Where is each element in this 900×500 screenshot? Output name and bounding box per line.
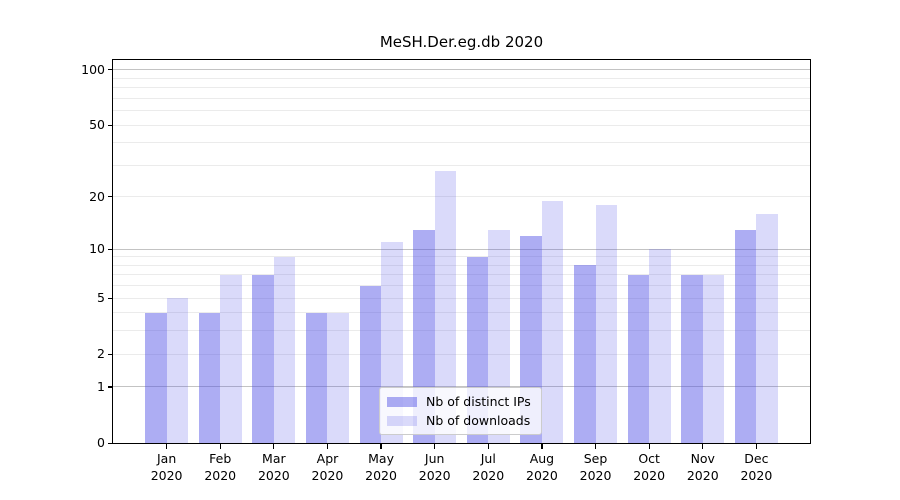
y-tick-1 bbox=[108, 386, 113, 388]
x-tick-label-mar: Mar 2020 bbox=[257, 451, 290, 483]
bar-downloads-mar bbox=[273, 256, 296, 443]
gridline-minor-7 bbox=[113, 274, 810, 276]
x-tick-label-jul: Jul 2020 bbox=[472, 451, 505, 483]
x-tick-apr bbox=[326, 444, 329, 449]
bar-downloads-oct bbox=[649, 249, 671, 443]
x-tick-label-jun: Jun 2020 bbox=[418, 451, 451, 483]
gridline-minor-50 bbox=[113, 124, 810, 126]
x-tick-may bbox=[380, 444, 382, 449]
x-tick-jan bbox=[166, 444, 168, 449]
y-tick-label-2: 2 bbox=[97, 346, 105, 362]
gridline-minor-20 bbox=[113, 196, 810, 198]
x-tick-label-may: May 2020 bbox=[365, 451, 397, 483]
x-tick-sep bbox=[594, 444, 597, 449]
gridline-minor-90 bbox=[113, 77, 810, 79]
gridline-minor-4 bbox=[113, 312, 810, 314]
bar-distinct-ips-jan bbox=[145, 312, 167, 443]
gridline-minor-80 bbox=[113, 87, 810, 89]
y-tick-label-5: 5 bbox=[97, 290, 105, 306]
legend-label-downloads: Nb of downloads bbox=[426, 413, 531, 428]
y-tick-label-50: 50 bbox=[89, 117, 105, 133]
legend-label-distinct-ips: Nb of distinct IPs bbox=[426, 394, 531, 409]
gridline-minor-60 bbox=[113, 110, 810, 112]
y-tick-0 bbox=[108, 442, 113, 444]
bar-distinct-ips-oct bbox=[627, 274, 650, 443]
y-tick-5 bbox=[108, 297, 113, 299]
chart-title: MeSH.Der.eg.db 2020 bbox=[379, 33, 544, 51]
bar-downloads-sep bbox=[595, 204, 618, 443]
x-tick-label-sep: Sep 2020 bbox=[579, 451, 612, 483]
bar-downloads-apr bbox=[327, 312, 349, 443]
x-tick-jul bbox=[487, 444, 489, 449]
bar-distinct-ips-nov bbox=[681, 274, 703, 443]
y-tick-label-100: 100 bbox=[81, 61, 105, 77]
plot-area: Nb of distinct IPs Nb of downloads bbox=[112, 59, 811, 444]
bar-downloads-dec bbox=[756, 213, 778, 443]
y-tick-2 bbox=[108, 353, 113, 355]
x-tick-label-feb: Feb 2020 bbox=[204, 451, 237, 483]
bar-distinct-ips-mar bbox=[252, 274, 274, 443]
bar-downloads-aug bbox=[541, 200, 564, 443]
gridline-minor-9 bbox=[113, 256, 810, 258]
legend-item-distinct-ips: Nb of distinct IPs bbox=[387, 394, 531, 409]
y-tick-20 bbox=[108, 196, 113, 198]
bar-downloads-jun bbox=[434, 170, 457, 443]
x-tick-jun bbox=[434, 444, 436, 449]
y-tick-label-0: 0 bbox=[97, 435, 105, 450]
x-tick-dec bbox=[755, 444, 757, 449]
x-tick-label-jan: Jan 2020 bbox=[150, 451, 183, 483]
bar-distinct-ips-dec bbox=[734, 229, 757, 443]
legend: Nb of distinct IPs Nb of downloads bbox=[379, 387, 542, 435]
gridline-minor-30 bbox=[113, 164, 810, 166]
gridline-major-1 bbox=[113, 386, 810, 388]
gridline-minor-70 bbox=[113, 97, 810, 99]
gridline-minor-3 bbox=[113, 330, 810, 332]
x-tick-label-nov: Nov 2020 bbox=[686, 451, 719, 483]
gridline-minor-40 bbox=[113, 142, 810, 144]
y-tick-label-10: 10 bbox=[89, 241, 105, 257]
bar-downloads-feb bbox=[220, 274, 242, 443]
gridline-major-10 bbox=[113, 248, 810, 250]
x-tick-label-oct: Oct 2020 bbox=[633, 451, 666, 483]
bar-downloads-jan bbox=[166, 298, 189, 443]
gridline-minor-8 bbox=[113, 264, 810, 266]
y-tick-50 bbox=[108, 124, 113, 126]
gridline-major-100 bbox=[113, 69, 810, 71]
bar-distinct-ips-may bbox=[359, 285, 382, 443]
distinct-ips-swatch bbox=[387, 396, 417, 407]
gridline-minor-5 bbox=[113, 297, 810, 299]
y-tick-100 bbox=[108, 69, 113, 71]
gridline-minor-6 bbox=[113, 285, 810, 287]
y-tick-label-20: 20 bbox=[89, 188, 105, 204]
bar-distinct-ips-apr bbox=[305, 312, 328, 443]
y-tick-10 bbox=[108, 248, 113, 250]
x-tick-feb bbox=[219, 444, 221, 449]
x-tick-aug bbox=[541, 444, 543, 449]
downloads-swatch bbox=[387, 415, 417, 426]
x-tick-label-dec: Dec 2020 bbox=[740, 451, 773, 483]
gridline-minor-2 bbox=[113, 353, 810, 355]
bar-distinct-ips-sep bbox=[574, 265, 596, 443]
x-tick-oct bbox=[648, 444, 650, 449]
bar-distinct-ips-feb bbox=[198, 312, 221, 443]
x-tick-nov bbox=[702, 444, 704, 449]
x-tick-mar bbox=[273, 444, 275, 449]
x-tick-label-apr: Apr 2020 bbox=[311, 451, 344, 483]
y-tick-label-1: 1 bbox=[97, 378, 105, 394]
legend-item-downloads: Nb of downloads bbox=[387, 413, 531, 428]
bar-downloads-nov bbox=[702, 274, 725, 443]
x-tick-label-aug: Aug 2020 bbox=[526, 451, 558, 483]
